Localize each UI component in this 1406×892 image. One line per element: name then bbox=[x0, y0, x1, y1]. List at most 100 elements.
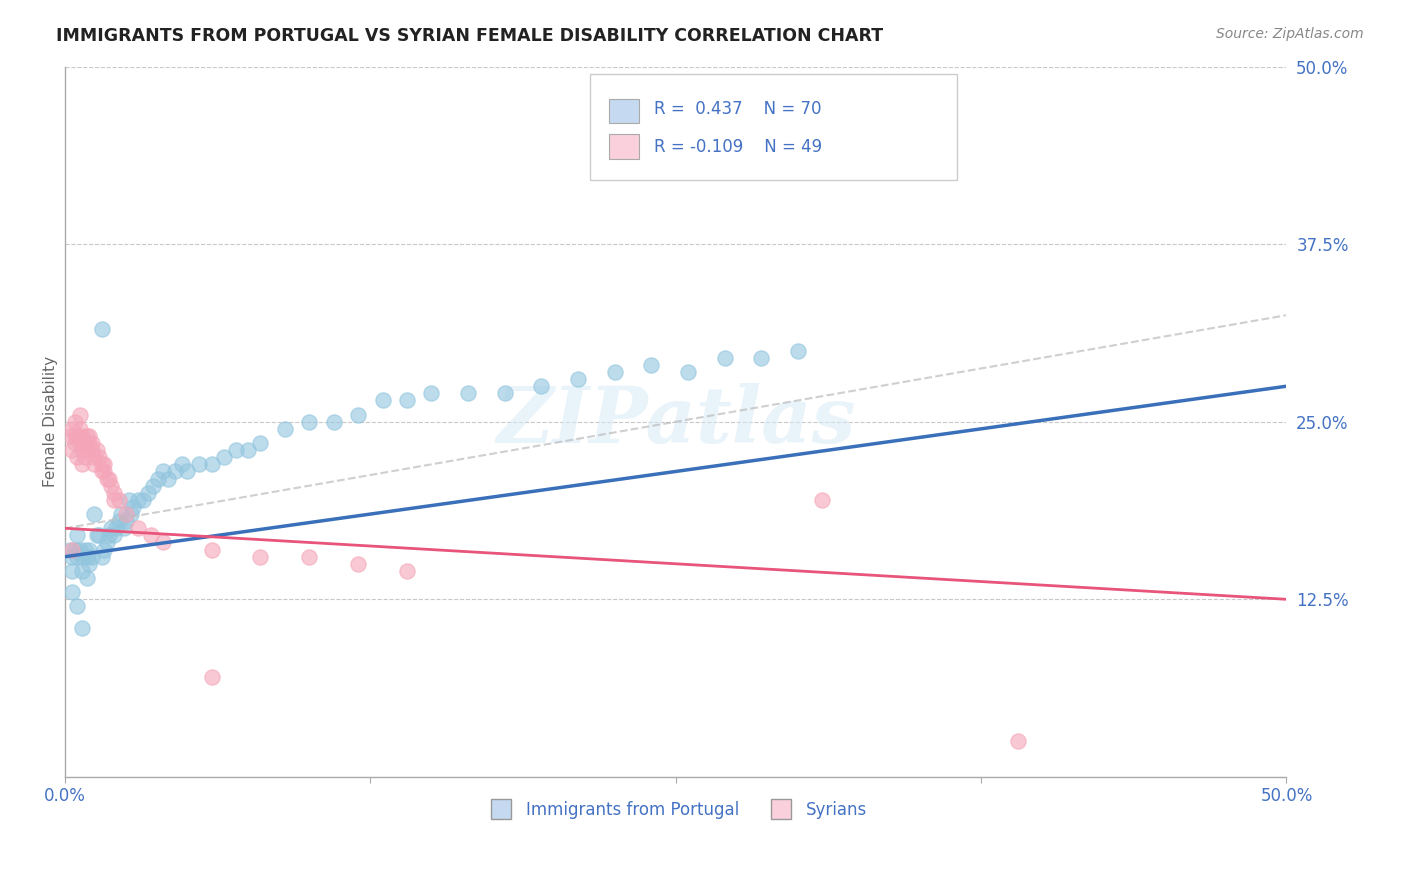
Point bbox=[201, 542, 224, 557]
Point bbox=[69, 422, 91, 436]
Point bbox=[112, 521, 135, 535]
Point bbox=[63, 415, 86, 429]
Point bbox=[70, 564, 93, 578]
Point bbox=[249, 436, 271, 450]
Point bbox=[188, 458, 211, 472]
Point bbox=[96, 471, 118, 485]
Point bbox=[530, 379, 553, 393]
Point bbox=[69, 542, 91, 557]
Point bbox=[238, 443, 260, 458]
Point bbox=[60, 585, 83, 599]
Point bbox=[90, 465, 112, 479]
Point bbox=[83, 458, 105, 472]
Point bbox=[69, 436, 91, 450]
Y-axis label: Female Disability: Female Disability bbox=[44, 356, 58, 487]
Point bbox=[79, 542, 101, 557]
Point bbox=[80, 549, 103, 564]
Point bbox=[69, 408, 91, 422]
Point bbox=[96, 535, 118, 549]
Point bbox=[298, 549, 321, 564]
Point bbox=[371, 393, 394, 408]
Point bbox=[79, 557, 101, 571]
Point bbox=[89, 528, 111, 542]
Point bbox=[420, 386, 443, 401]
Point bbox=[107, 492, 129, 507]
Point bbox=[103, 528, 125, 542]
Point bbox=[787, 343, 810, 358]
Point bbox=[103, 492, 125, 507]
Point bbox=[66, 549, 89, 564]
Point bbox=[396, 564, 419, 578]
Point bbox=[90, 322, 112, 336]
Point bbox=[79, 429, 101, 443]
Point bbox=[73, 436, 96, 450]
Point bbox=[98, 471, 121, 485]
Point bbox=[89, 450, 111, 465]
Point bbox=[811, 492, 834, 507]
Point bbox=[66, 599, 89, 614]
Point bbox=[60, 422, 83, 436]
Point bbox=[93, 458, 115, 472]
Point bbox=[63, 436, 86, 450]
Point bbox=[1007, 734, 1029, 748]
Point bbox=[63, 542, 86, 557]
Point bbox=[86, 528, 108, 542]
Bar bbox=[609, 134, 640, 159]
Point bbox=[146, 471, 169, 485]
Point bbox=[749, 351, 772, 365]
Point bbox=[100, 521, 122, 535]
Point bbox=[70, 621, 93, 635]
Point bbox=[93, 542, 115, 557]
Point bbox=[115, 507, 138, 521]
Point bbox=[172, 458, 194, 472]
Point bbox=[83, 507, 105, 521]
Point bbox=[70, 458, 93, 472]
Point bbox=[457, 386, 479, 401]
Point bbox=[127, 492, 149, 507]
Point bbox=[136, 485, 159, 500]
Point bbox=[322, 415, 344, 429]
Point bbox=[201, 458, 224, 472]
Point bbox=[139, 528, 162, 542]
Text: ZIPatlas: ZIPatlas bbox=[496, 384, 855, 460]
Point bbox=[120, 507, 142, 521]
Point bbox=[63, 429, 86, 443]
Legend: Immigrants from Portugal, Syrians: Immigrants from Portugal, Syrians bbox=[478, 794, 875, 825]
Point bbox=[60, 549, 83, 564]
Point bbox=[115, 514, 138, 528]
Point bbox=[76, 443, 98, 458]
Point bbox=[60, 542, 83, 557]
Point bbox=[66, 528, 89, 542]
Point bbox=[396, 393, 419, 408]
Point bbox=[494, 386, 516, 401]
Point bbox=[59, 429, 82, 443]
Point bbox=[249, 549, 271, 564]
Point bbox=[90, 549, 112, 564]
Point bbox=[152, 465, 174, 479]
Point bbox=[107, 514, 129, 528]
Point bbox=[80, 436, 103, 450]
Point bbox=[86, 443, 108, 458]
Point bbox=[676, 365, 699, 379]
Point bbox=[347, 408, 370, 422]
Point bbox=[713, 351, 735, 365]
Point bbox=[100, 478, 122, 492]
Point bbox=[201, 670, 224, 684]
Point bbox=[110, 507, 132, 521]
Point bbox=[70, 443, 93, 458]
Point bbox=[70, 549, 93, 564]
Point bbox=[212, 450, 235, 465]
Point bbox=[98, 528, 121, 542]
Point bbox=[298, 415, 321, 429]
Point bbox=[60, 443, 83, 458]
Point bbox=[66, 429, 89, 443]
Point bbox=[122, 500, 145, 514]
Point bbox=[90, 458, 112, 472]
Point bbox=[93, 465, 115, 479]
Point bbox=[156, 471, 179, 485]
Point bbox=[105, 521, 128, 535]
Point bbox=[103, 485, 125, 500]
Point bbox=[70, 429, 93, 443]
Point bbox=[60, 564, 83, 578]
Point bbox=[152, 535, 174, 549]
